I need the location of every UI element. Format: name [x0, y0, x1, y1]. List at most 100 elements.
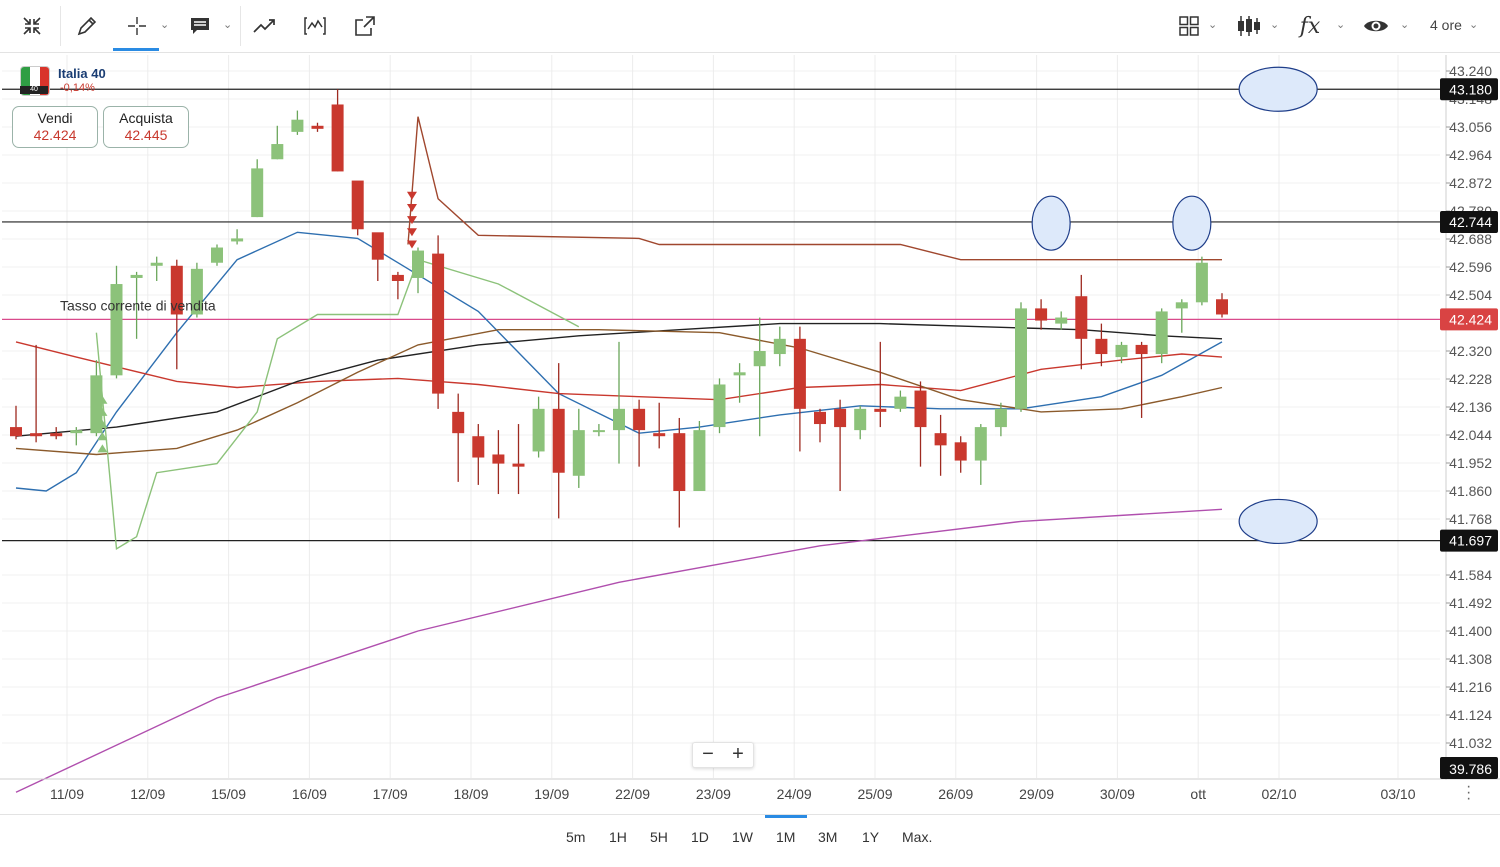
y-tick-label: 41.492 — [1449, 595, 1492, 611]
x-tick-label: 17/09 — [373, 786, 408, 802]
y-tick-label: 42.872 — [1449, 175, 1492, 191]
candle-body — [1015, 308, 1027, 409]
zoom-out-button[interactable]: − — [702, 743, 714, 765]
indicator-icon[interactable] — [297, 8, 333, 44]
candle-body — [834, 408, 847, 428]
active-tool-indicator — [113, 48, 159, 51]
collapse-icon[interactable] — [14, 8, 50, 44]
buy-button[interactable]: Acquista 42.445 — [103, 106, 189, 148]
candle-body — [170, 265, 183, 315]
drawn-ellipse — [1238, 66, 1318, 112]
timeframe-5h[interactable]: 5H — [650, 829, 668, 845]
comment-icon[interactable] — [182, 8, 218, 44]
y-tick-label: 42.688 — [1449, 231, 1492, 247]
candle-body — [110, 284, 123, 376]
timeframe-1d[interactable]: 1D — [691, 829, 709, 845]
x-tick-label: 16/09 — [292, 786, 327, 802]
x-tick-label: 25/09 — [857, 786, 892, 802]
timeframe-1y[interactable]: 1Y — [862, 829, 880, 845]
candle-body — [211, 247, 223, 263]
candle-body — [894, 396, 907, 409]
chevron-down-icon[interactable]: ⌄ — [1208, 19, 1218, 31]
instrument-name[interactable]: Italia 40 — [58, 66, 106, 81]
y-tick-label: 41.400 — [1449, 623, 1492, 639]
candle-body — [1115, 344, 1128, 358]
buy-price: 42.445 — [124, 127, 168, 143]
candle-body — [854, 408, 867, 431]
x-tick-label: 18/09 — [453, 786, 488, 802]
buy-signal-marker — [97, 432, 108, 441]
candle-body — [311, 125, 324, 129]
sell-price: 42.424 — [33, 127, 77, 143]
timeframe-1m[interactable]: 1M — [776, 829, 796, 845]
timeframe-dropdown[interactable]: 4 ore — [1430, 17, 1462, 33]
buy-signal-marker — [97, 444, 108, 453]
price-level-label: 42.424 — [1449, 311, 1492, 327]
chevron-down-icon[interactable]: ⌄ — [160, 19, 170, 31]
timeframe-5m[interactable]: 5m — [566, 829, 586, 845]
candle-body — [512, 463, 525, 467]
candlestick-icon[interactable] — [1231, 8, 1267, 44]
candle-body — [914, 390, 927, 428]
candle-body — [30, 433, 43, 437]
pencil-icon[interactable] — [69, 8, 105, 44]
y-tick-label: 42.596 — [1449, 259, 1492, 275]
candle-body — [753, 351, 766, 367]
sell-button[interactable]: Vendi 42.424 — [12, 106, 98, 148]
chevron-down-icon[interactable]: ⌄ — [223, 19, 233, 31]
timeframe-3m[interactable]: 3M — [818, 829, 838, 845]
indicator-line — [15, 329, 1223, 456]
function-icon[interactable]: 𝑓x — [1299, 13, 1321, 39]
toolbar-separator — [240, 6, 241, 46]
chevron-down-icon[interactable]: ⌄ — [1336, 19, 1346, 31]
candle-body — [633, 408, 646, 431]
timeframe-1h[interactable]: 1H — [609, 829, 627, 845]
crosshair-icon[interactable] — [119, 8, 155, 44]
x-tick-label: 24/09 — [777, 786, 812, 802]
candle-body — [874, 408, 887, 412]
candle-body — [532, 408, 545, 452]
candle-body — [10, 427, 22, 437]
chevron-down-icon[interactable]: ⌄ — [1270, 19, 1280, 31]
timeframe-1w[interactable]: 1W — [732, 829, 753, 845]
export-icon[interactable] — [347, 8, 383, 44]
candle-body — [331, 104, 344, 172]
candle-body — [472, 436, 485, 458]
candle-body — [291, 119, 304, 132]
x-tick-label: 02/10 — [1261, 786, 1296, 802]
candle-body — [432, 253, 445, 394]
chevron-down-icon[interactable]: ⌄ — [1400, 19, 1410, 31]
indicator-line — [15, 508, 1223, 793]
active-timeframe-indicator — [765, 815, 807, 818]
x-tick-label: 30/09 — [1100, 786, 1135, 802]
zoom-in-button[interactable]: + — [732, 743, 744, 765]
trend-icon[interactable] — [247, 8, 283, 44]
chevron-down-icon[interactable]: ⌄ — [1469, 19, 1479, 31]
price-chart[interactable]: 11/09 12/09 15/09 16/09 17/09 18/09 19/09 22/09… — [0, 52, 1500, 814]
y-tick-label: 43.056 — [1449, 119, 1492, 135]
y-tick-label: 41.308 — [1449, 651, 1492, 667]
instrument-change: -0,14% — [60, 82, 95, 94]
candle-body — [1175, 302, 1188, 309]
price-level-label: 43.180 — [1449, 81, 1492, 97]
candles — [10, 89, 1228, 528]
y-tick-label: 41.860 — [1449, 483, 1492, 499]
y-tick-label: 42.228 — [1449, 371, 1492, 387]
sell-label: Vendi — [37, 110, 73, 126]
candle-body — [1216, 299, 1228, 315]
indicator-line — [407, 116, 1222, 261]
y-tick-label: 42.044 — [1449, 427, 1492, 443]
price-level-badge — [1440, 210, 1498, 233]
drawn-ellipses — [1031, 66, 1318, 545]
eye-icon[interactable] — [1358, 8, 1394, 44]
y-tick-label: 43.240 — [1449, 63, 1492, 79]
timeframe-max[interactable]: Max. — [902, 829, 933, 845]
price-level-badge — [1440, 529, 1498, 552]
candle-body — [351, 180, 364, 230]
layout-grid-icon[interactable] — [1171, 8, 1207, 44]
candle-body — [934, 433, 947, 446]
candle-body — [1075, 296, 1088, 339]
candle-body — [391, 274, 404, 281]
candle-body — [693, 430, 706, 491]
more-options-icon[interactable]: · · · — [1466, 778, 1472, 807]
